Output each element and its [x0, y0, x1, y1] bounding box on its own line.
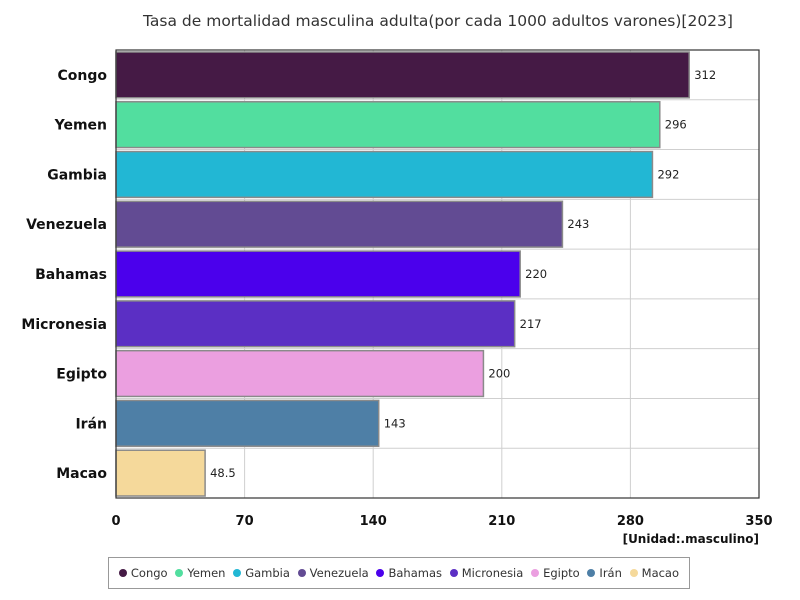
plot-frame	[115, 49, 760, 499]
value-label: 220	[525, 267, 547, 281]
value-label: 217	[520, 317, 542, 331]
legend-item: Macao	[629, 566, 680, 580]
value-label: 292	[657, 167, 679, 181]
legend: Congo Yemen Gambia Venezuela Bahamas Micrones…	[108, 557, 690, 589]
value-label: 48.5	[210, 466, 236, 480]
legend-item: Gambia	[233, 566, 290, 580]
legend-label: Yemen	[187, 566, 226, 580]
category-label: Congo	[58, 68, 108, 84]
legend-item: Congo	[118, 566, 168, 580]
legend-swatch	[587, 569, 596, 577]
legend-label: Venezuela	[309, 566, 369, 580]
legend-swatch	[629, 569, 638, 577]
legend-label: Egipto	[543, 566, 580, 580]
category-label: Irán	[75, 416, 107, 432]
value-label: 200	[488, 367, 510, 381]
category-label: Venezuela	[26, 217, 107, 233]
legend-label: Micronesia	[461, 566, 524, 580]
category-labels: Congo Yemen Gambia Venezuela Bahamas Micrones…	[21, 68, 107, 482]
x-tick-label: 210	[488, 514, 515, 529]
bar	[115, 51, 690, 99]
x-tick-labels: 0 70 140 210 280 350	[111, 514, 772, 529]
bar	[115, 349, 485, 398]
legend-item: Yemen	[175, 566, 225, 580]
chart-title: Tasa de mortalidad masculina adulta(por …	[143, 12, 733, 30]
legend-item: Venezuela	[297, 566, 369, 580]
bar	[115, 250, 521, 298]
value-labels: 312 296 292 243 220 217 200 143 48.5	[210, 68, 716, 480]
value-label: 296	[665, 118, 687, 132]
category-label: Bahamas	[35, 267, 107, 283]
legend-item: Irán	[587, 566, 622, 580]
bar	[115, 449, 206, 497]
x-tick-label: 0	[111, 514, 120, 529]
value-label: 312	[694, 68, 716, 82]
legend-label: Congo	[130, 566, 168, 580]
legend-swatch	[175, 569, 184, 577]
bar-chart: Congo Yemen Gambia Venezuela Bahamas Micrones…	[21, 49, 773, 546]
plot-border	[115, 49, 760, 499]
legend-label: Macao	[641, 566, 680, 580]
category-label: Yemen	[54, 118, 107, 134]
value-label: 243	[567, 217, 589, 231]
legend-label: Bahamas	[388, 566, 442, 580]
bar	[115, 101, 661, 149]
legend-item: Egipto	[531, 566, 580, 580]
category-label: Macao	[56, 466, 107, 482]
legend-swatch	[118, 569, 127, 577]
legend-swatch	[531, 569, 540, 577]
legend-item: Micronesia	[449, 566, 524, 580]
x-tick-label: 70	[236, 514, 254, 529]
x-tick-label: 140	[360, 514, 387, 529]
legend-swatch	[449, 569, 458, 577]
x-tick-label: 280	[617, 514, 644, 529]
bar	[115, 399, 380, 447]
bar	[115, 200, 564, 248]
x-tick-label: 350	[745, 514, 772, 529]
bar	[115, 300, 516, 348]
legend-label: Gambia	[245, 566, 290, 580]
bars	[115, 51, 690, 497]
bar	[115, 150, 654, 199]
category-label: Gambia	[47, 167, 107, 183]
legend-swatch	[376, 569, 385, 577]
category-label: Micronesia	[21, 317, 107, 333]
legend-swatch	[297, 569, 306, 577]
legend-swatch	[233, 569, 242, 577]
legend-item: Bahamas	[376, 566, 442, 580]
category-label: Egipto	[56, 367, 107, 383]
unit-label: [Unidad:.masculino]	[623, 532, 759, 546]
legend-label: Irán	[599, 566, 622, 580]
value-label: 143	[384, 416, 406, 430]
